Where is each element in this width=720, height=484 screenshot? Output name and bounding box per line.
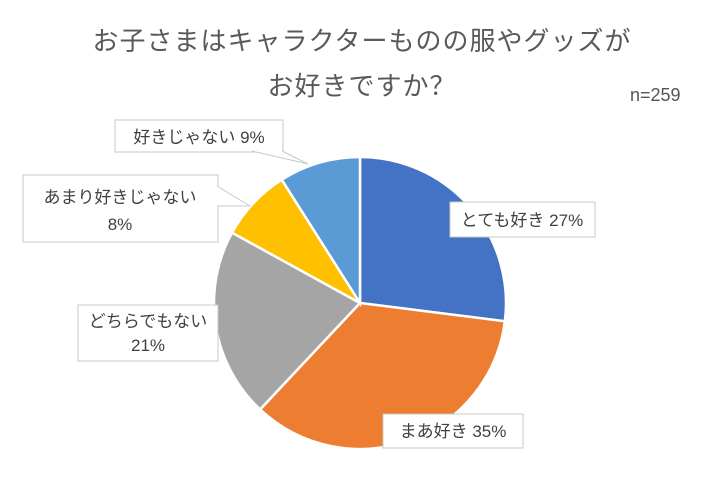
callout-pointer-not-at-all [251, 150, 309, 165]
callout-label-neither-line1: どちらでもない [89, 312, 208, 331]
callout-box-neither [77, 304, 219, 362]
callout-label-neither-line2: 21% [131, 336, 165, 355]
callout-label-not-really-line2: 8% [108, 215, 133, 234]
callout-box-somewhat [382, 413, 524, 449]
callout-not-really: あまり好きじゃない 8% [22, 174, 252, 243]
callout-box-not-really [22, 174, 219, 243]
callout-label-not-really-line1: あまり好きじゃない [44, 188, 197, 207]
callout-not-at-all: 好きじゃない 9% [114, 119, 309, 165]
pie [212, 155, 508, 451]
chart-title-line2: お好きですか？ [267, 71, 456, 101]
pie-slice-not-at-all [280, 155, 362, 308]
callout-box-not-at-all [114, 119, 284, 153]
callout-somewhat: まあ好き 35% [382, 413, 524, 449]
pie-slice-very-much [358, 155, 508, 323]
callout-pointer-not-really [216, 185, 252, 207]
sample-size-label: n=259 [630, 85, 681, 105]
callout-neither: どちらでもない 21% [77, 304, 219, 362]
chart-title-line1: お子さまはキャラクターものの服やグッズが [93, 26, 632, 56]
callout-label-very-much: とても好き 27% [461, 211, 583, 230]
callout-label-not-at-all: 好きじゃない 9% [133, 128, 264, 147]
callout-very-much: とても好き 27% [449, 201, 596, 238]
callout-box-very-much [449, 201, 596, 238]
callout-label-somewhat: まあ好き 35% [400, 422, 507, 441]
